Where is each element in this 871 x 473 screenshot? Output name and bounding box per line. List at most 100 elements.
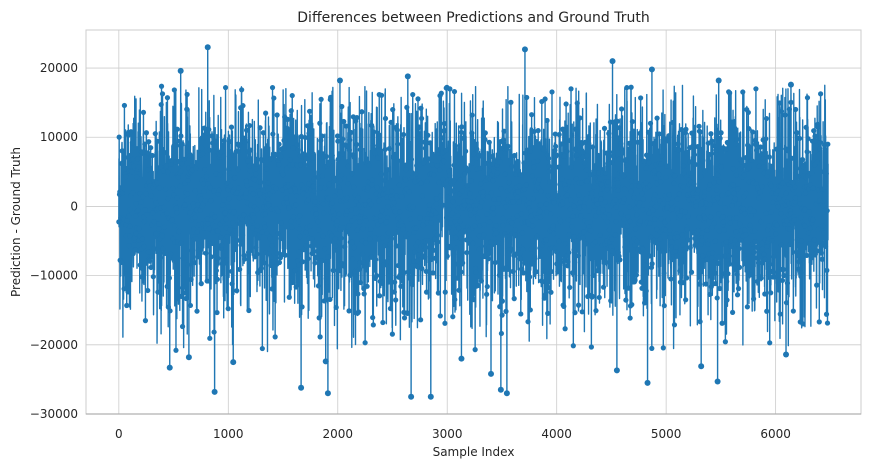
data-point	[307, 108, 313, 114]
data-point	[192, 188, 198, 194]
data-point	[427, 253, 434, 259]
data-point	[545, 193, 551, 199]
data-point	[542, 96, 548, 102]
data-point	[423, 244, 429, 251]
data-point	[769, 238, 775, 244]
data-point	[717, 135, 723, 141]
data-point	[810, 217, 816, 223]
data-point	[804, 149, 810, 155]
data-point	[574, 238, 580, 244]
data-point	[817, 197, 823, 203]
data-point	[436, 179, 442, 186]
data-point	[566, 179, 572, 185]
data-point	[583, 196, 589, 202]
data-point	[154, 138, 160, 144]
data-point	[404, 310, 411, 317]
data-point	[344, 194, 350, 201]
data-point-extreme	[230, 359, 237, 366]
data-point	[382, 243, 388, 249]
data-point	[126, 213, 132, 219]
data-point	[335, 138, 341, 144]
data-point	[653, 204, 660, 210]
data-point	[736, 264, 743, 270]
data-point	[221, 153, 227, 159]
data-point	[550, 223, 556, 229]
data-point	[127, 233, 133, 239]
data-point	[560, 127, 567, 133]
data-point	[716, 211, 722, 217]
data-point	[125, 289, 131, 295]
data-point	[245, 249, 252, 255]
data-point	[712, 238, 718, 244]
data-point	[724, 278, 730, 285]
data-point	[514, 213, 520, 219]
data-point	[706, 151, 712, 158]
data-point	[680, 184, 686, 190]
data-point	[691, 152, 698, 158]
data-point	[798, 270, 804, 276]
data-point	[409, 282, 415, 288]
data-point	[152, 131, 158, 137]
data-point	[734, 271, 740, 277]
data-point	[417, 131, 423, 137]
data-point	[231, 209, 237, 215]
data-point	[695, 187, 701, 194]
data-point	[206, 225, 212, 232]
data-point	[565, 263, 571, 269]
data-point	[278, 153, 284, 160]
data-point	[637, 130, 643, 137]
data-point	[305, 256, 311, 262]
data-point	[616, 156, 622, 163]
data-point	[259, 157, 265, 164]
data-point	[152, 196, 158, 202]
data-point	[229, 232, 236, 238]
data-point	[346, 147, 352, 153]
data-point	[819, 223, 826, 229]
data-point	[530, 238, 536, 244]
data-point	[414, 264, 420, 270]
data-point	[747, 222, 753, 228]
data-point	[568, 164, 574, 170]
data-point	[779, 277, 786, 284]
data-point	[700, 253, 706, 259]
data-point	[566, 250, 572, 256]
data-point	[717, 200, 724, 206]
data-point	[762, 256, 768, 263]
data-point	[798, 238, 805, 244]
data-point-extreme	[336, 77, 343, 84]
data-point	[802, 190, 809, 196]
data-point	[407, 216, 414, 222]
data-point	[562, 326, 568, 332]
data-point	[814, 159, 820, 165]
data-point-extreme	[427, 393, 434, 400]
data-point	[480, 189, 486, 195]
data-point	[208, 197, 214, 204]
data-point	[289, 279, 296, 286]
x-tick-label: 1000	[213, 427, 244, 441]
data-point	[358, 209, 365, 215]
data-point	[303, 229, 309, 235]
data-point	[666, 133, 672, 139]
data-point	[516, 242, 522, 248]
data-point	[610, 149, 616, 155]
data-point	[267, 235, 273, 242]
data-point	[391, 200, 397, 206]
data-point	[232, 223, 238, 229]
data-point	[319, 133, 325, 139]
data-point	[323, 153, 329, 160]
data-point	[806, 185, 812, 192]
data-point	[546, 163, 552, 169]
data-point	[376, 293, 383, 299]
data-point	[232, 175, 238, 181]
data-point	[666, 227, 673, 234]
data-point	[631, 194, 637, 201]
data-point	[418, 317, 424, 323]
data-point	[592, 239, 598, 245]
data-point	[620, 173, 627, 179]
data-point	[432, 255, 439, 261]
data-point	[288, 181, 295, 187]
data-point	[529, 261, 535, 267]
data-point	[280, 171, 286, 178]
data-point	[138, 199, 144, 205]
data-point	[823, 311, 830, 317]
